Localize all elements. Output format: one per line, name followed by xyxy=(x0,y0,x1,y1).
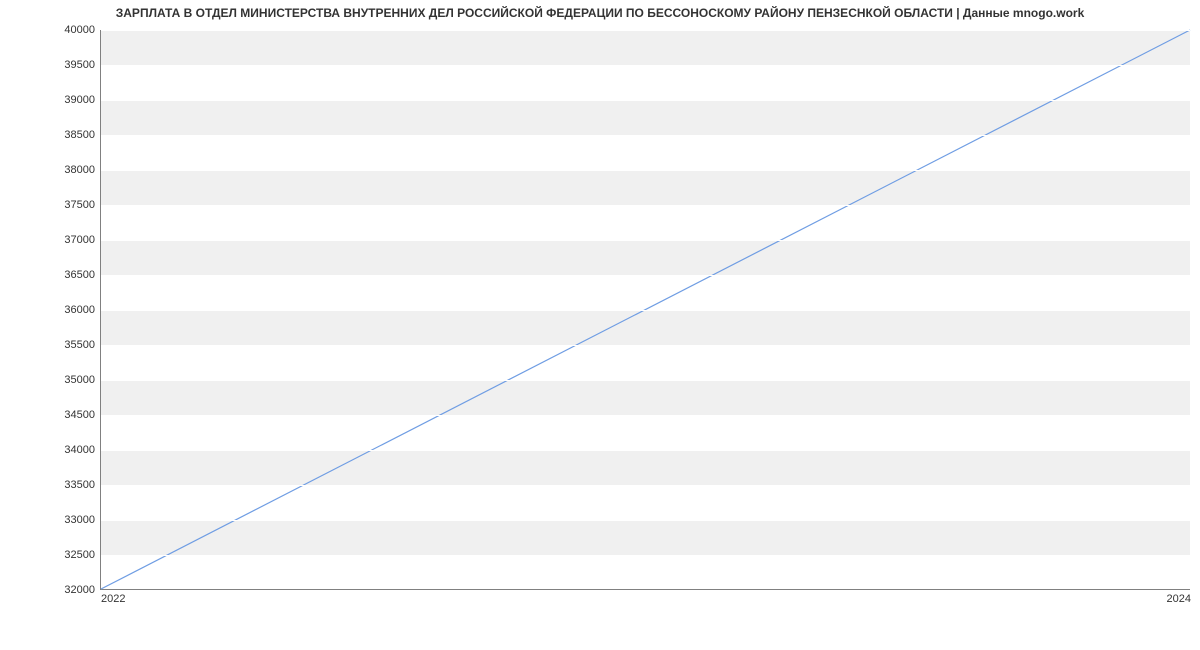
x-tick-label: 2024 xyxy=(1167,589,1191,605)
y-tick-label: 36000 xyxy=(64,304,101,316)
y-gridline xyxy=(101,170,1190,171)
plot-area: 3200032500330003350034000345003500035500… xyxy=(100,30,1190,590)
y-gridline xyxy=(101,415,1190,416)
y-gridline xyxy=(101,30,1190,31)
y-gridline xyxy=(101,310,1190,311)
y-tick-label: 37000 xyxy=(64,234,101,246)
y-gridline xyxy=(101,275,1190,276)
y-gridline xyxy=(101,240,1190,241)
y-tick-label: 34500 xyxy=(64,409,101,421)
y-tick-label: 40000 xyxy=(64,24,101,36)
y-tick-label: 32000 xyxy=(64,584,101,596)
x-tick-label: 2022 xyxy=(101,589,125,605)
y-gridline xyxy=(101,450,1190,451)
y-gridline xyxy=(101,345,1190,346)
salary-line-chart: ЗАРПЛАТА В ОТДЕЛ МИНИСТЕРСТВА ВНУТРЕННИХ… xyxy=(0,0,1200,650)
y-tick-label: 33000 xyxy=(64,514,101,526)
y-gridline xyxy=(101,135,1190,136)
y-gridline xyxy=(101,590,1190,591)
y-tick-label: 37500 xyxy=(64,199,101,211)
y-gridline xyxy=(101,100,1190,101)
chart-title: ЗАРПЛАТА В ОТДЕЛ МИНИСТЕРСТВА ВНУТРЕННИХ… xyxy=(0,6,1200,20)
y-tick-label: 38000 xyxy=(64,164,101,176)
y-tick-label: 39000 xyxy=(64,94,101,106)
y-tick-label: 35500 xyxy=(64,339,101,351)
y-gridline xyxy=(101,380,1190,381)
y-tick-label: 39500 xyxy=(64,59,101,71)
y-gridline xyxy=(101,485,1190,486)
y-tick-label: 36500 xyxy=(64,269,101,281)
y-gridline xyxy=(101,555,1190,556)
y-tick-label: 38500 xyxy=(64,129,101,141)
y-tick-label: 32500 xyxy=(64,549,101,561)
y-gridline xyxy=(101,65,1190,66)
y-gridline xyxy=(101,205,1190,206)
y-gridline xyxy=(101,520,1190,521)
y-tick-label: 35000 xyxy=(64,374,101,386)
y-tick-label: 34000 xyxy=(64,444,101,456)
y-tick-label: 33500 xyxy=(64,479,101,491)
